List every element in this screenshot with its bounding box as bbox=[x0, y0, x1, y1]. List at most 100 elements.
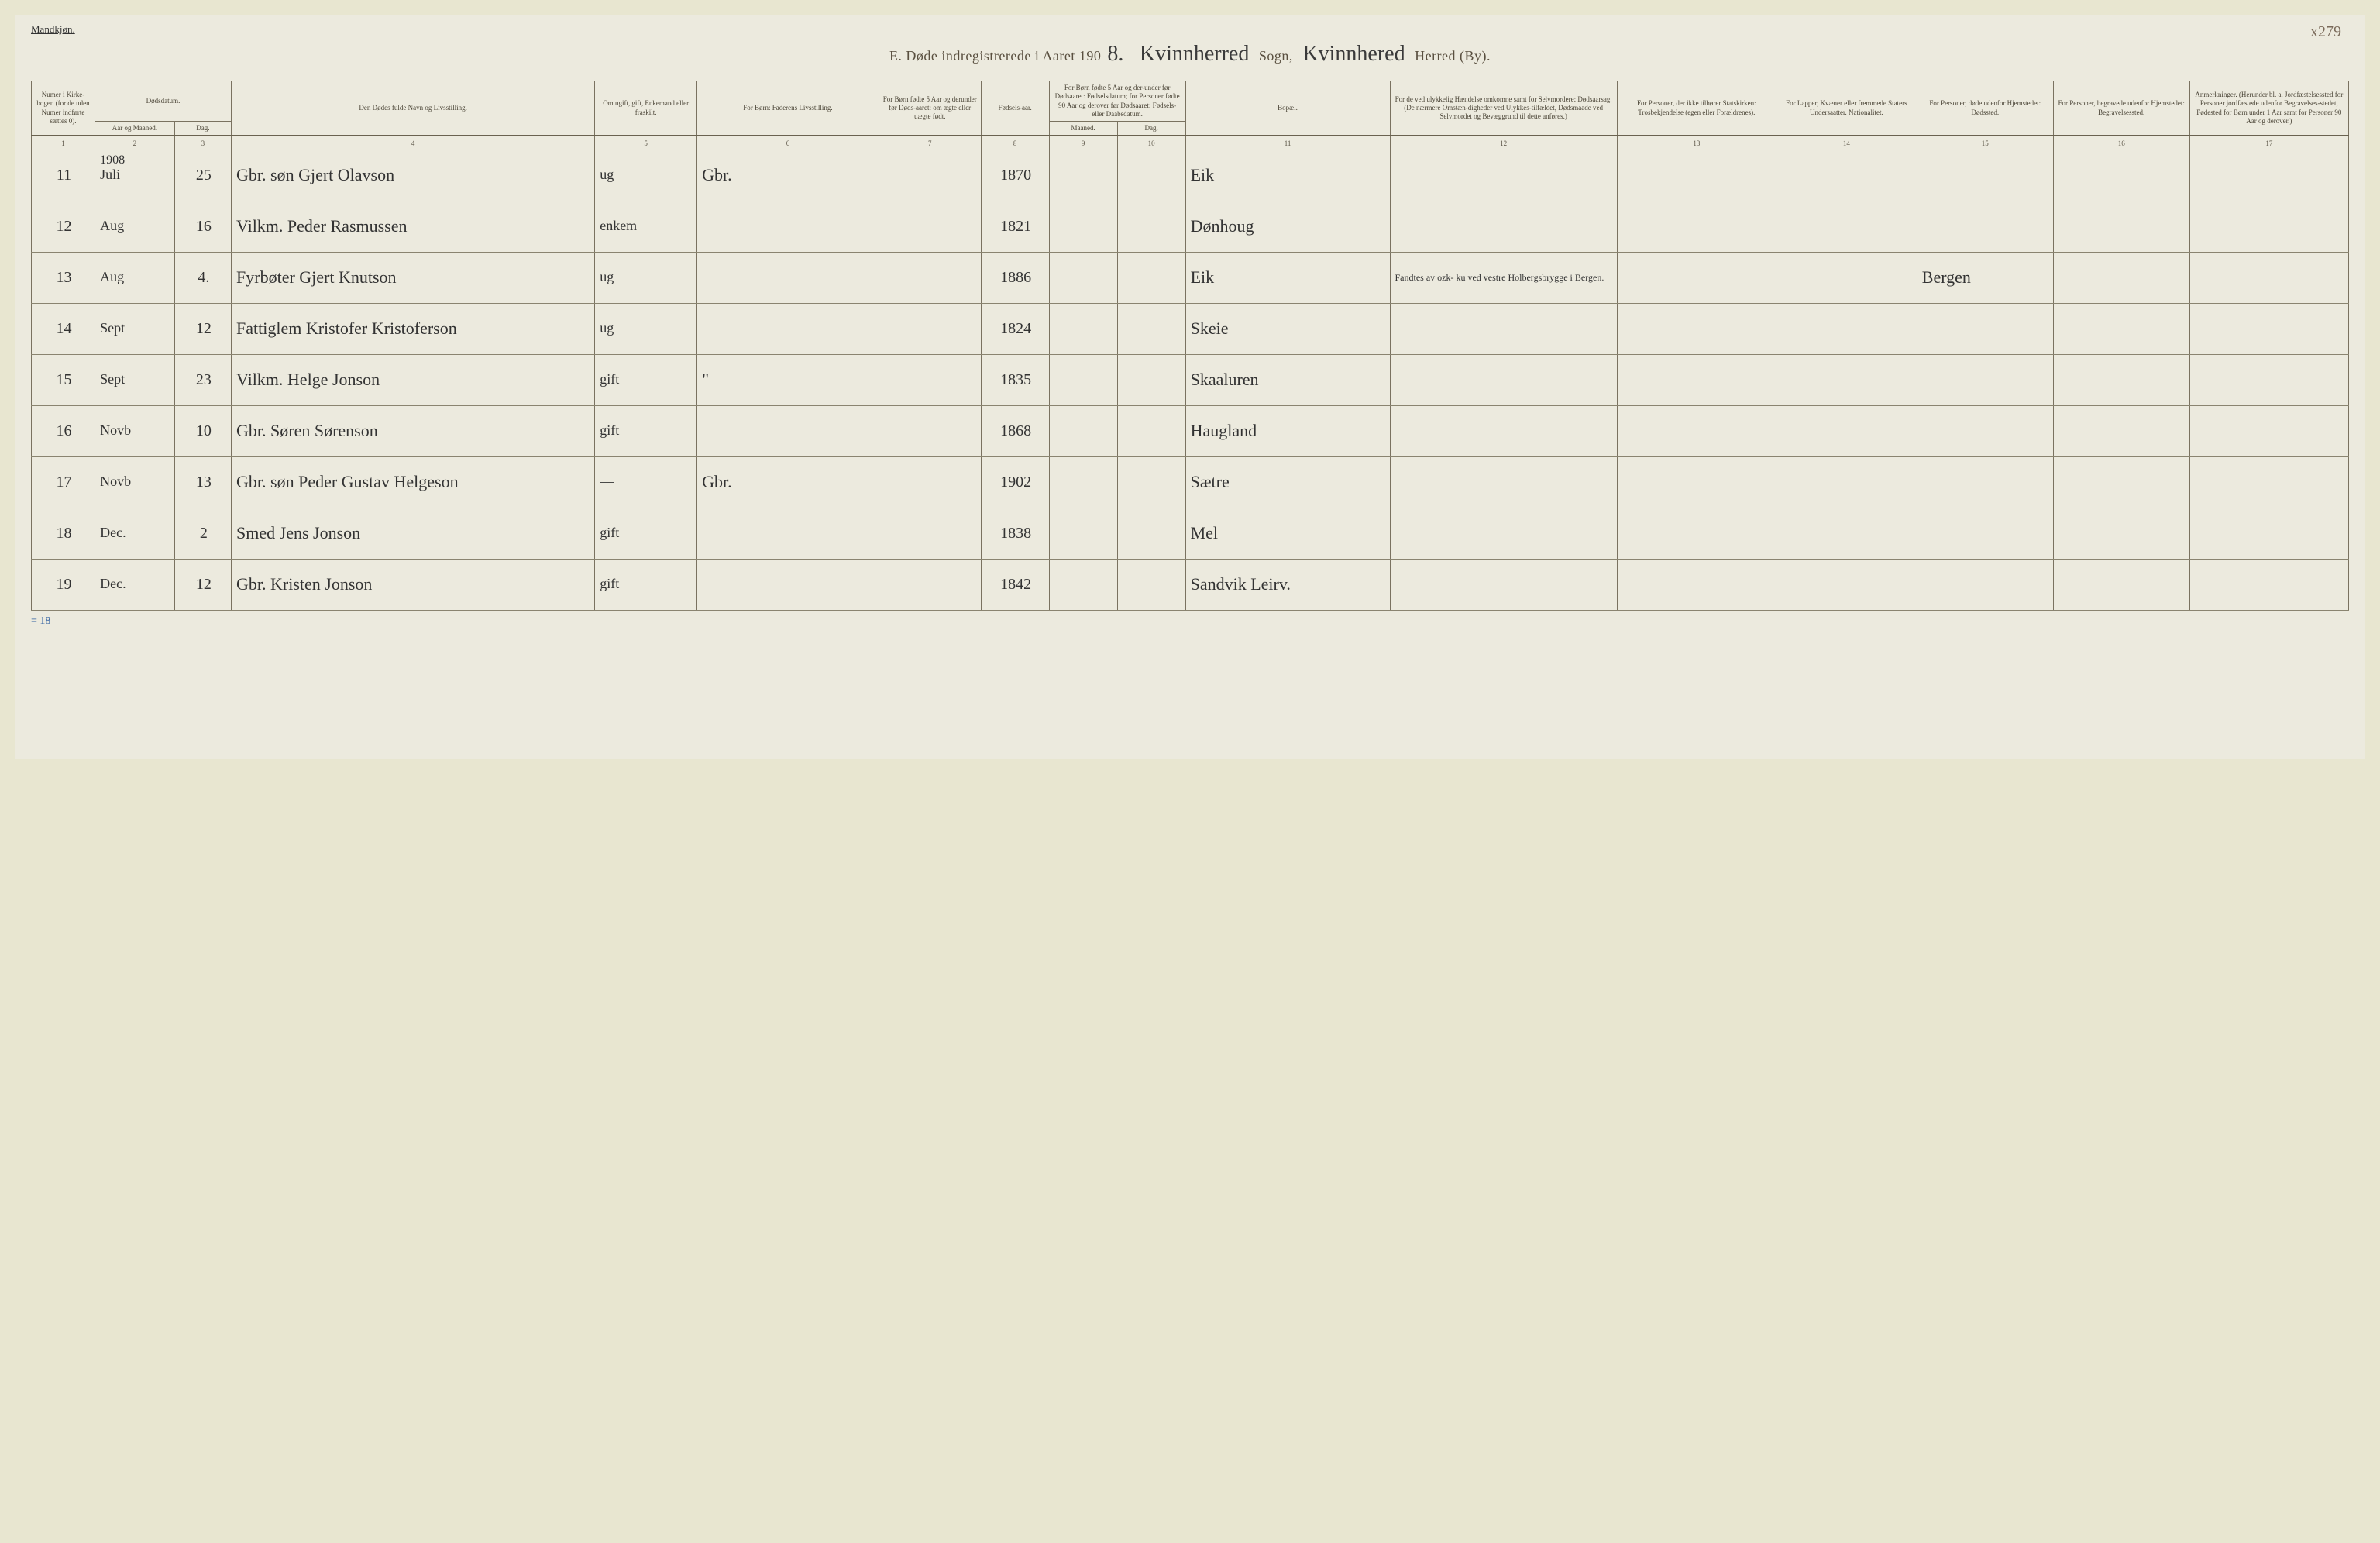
cause-note bbox=[1390, 456, 1617, 508]
death-place: Bergen bbox=[1917, 252, 2053, 303]
nationality bbox=[1776, 252, 1917, 303]
birth-day bbox=[1117, 150, 1185, 201]
father-occupation bbox=[697, 201, 879, 252]
legitimacy bbox=[879, 150, 981, 201]
birth-day bbox=[1117, 456, 1185, 508]
nationality bbox=[1776, 456, 1917, 508]
ledger-table: Numer i Kirke-bogen (for de uden Numer i… bbox=[31, 81, 2349, 611]
death-day: 12 bbox=[174, 559, 231, 610]
burial-place bbox=[2053, 303, 2189, 354]
deceased-name: Gbr. Kristen Jonson bbox=[232, 559, 595, 610]
row-number: 14 bbox=[32, 303, 95, 354]
burial-place bbox=[2053, 405, 2189, 456]
confession bbox=[1617, 354, 1776, 405]
father-occupation bbox=[697, 405, 879, 456]
legitimacy bbox=[879, 508, 981, 559]
cause-note bbox=[1390, 405, 1617, 456]
cause-note bbox=[1390, 354, 1617, 405]
residence: Sætre bbox=[1185, 456, 1390, 508]
marital-status: — bbox=[595, 456, 697, 508]
ledger-page: Mandkjøn. x279 E. Døde indregistrerede i… bbox=[15, 15, 2365, 759]
father-occupation: Gbr. bbox=[697, 150, 879, 201]
confession bbox=[1617, 456, 1776, 508]
death-day: 12 bbox=[174, 303, 231, 354]
death-day: 13 bbox=[174, 456, 231, 508]
deceased-name: Gbr. søn Gjert Olavson bbox=[232, 150, 595, 201]
colnum: 10 bbox=[1117, 136, 1185, 150]
residence: Sandvik Leirv. bbox=[1185, 559, 1390, 610]
remarks bbox=[2189, 303, 2348, 354]
confession bbox=[1617, 508, 1776, 559]
col-1-header: Numer i Kirke-bogen (for de uden Numer i… bbox=[32, 81, 95, 136]
marital-status: gift bbox=[595, 559, 697, 610]
top-gender-label: Mandkjøn. bbox=[31, 23, 2349, 36]
death-place bbox=[1917, 508, 2053, 559]
colnum: 5 bbox=[595, 136, 697, 150]
death-day: 23 bbox=[174, 354, 231, 405]
confession bbox=[1617, 303, 1776, 354]
colnum: 8 bbox=[981, 136, 1049, 150]
nationality bbox=[1776, 303, 1917, 354]
residence: Eik bbox=[1185, 150, 1390, 201]
death-month: Dec. bbox=[95, 508, 175, 559]
marital-status: gift bbox=[595, 354, 697, 405]
death-month: Aug bbox=[95, 252, 175, 303]
col-2-sub: Aar og Maaned. bbox=[95, 122, 175, 136]
data-body: 111908Juli25Gbr. søn Gjert OlavsonugGbr.… bbox=[32, 150, 2349, 610]
nationality bbox=[1776, 559, 1917, 610]
burial-place bbox=[2053, 508, 2189, 559]
header-year-suffix: 8. bbox=[1101, 42, 1130, 66]
header-sogn-script: Kvinnherred bbox=[1133, 42, 1256, 66]
col-2-3-header: Dødsdatum. bbox=[95, 81, 232, 122]
row-number: 13 bbox=[32, 252, 95, 303]
table-row: 111908Juli25Gbr. søn Gjert OlavsonugGbr.… bbox=[32, 150, 2349, 201]
birth-day bbox=[1117, 201, 1185, 252]
birth-month bbox=[1049, 201, 1117, 252]
birth-month bbox=[1049, 456, 1117, 508]
death-day: 16 bbox=[174, 201, 231, 252]
confession bbox=[1617, 559, 1776, 610]
nationality bbox=[1776, 405, 1917, 456]
remarks bbox=[2189, 508, 2348, 559]
col-7-header: For Børn fødte 5 Aar og derunder før Død… bbox=[879, 81, 981, 136]
death-place bbox=[1917, 201, 2053, 252]
row-number: 11 bbox=[32, 150, 95, 201]
nationality bbox=[1776, 150, 1917, 201]
colnum: 1 bbox=[32, 136, 95, 150]
col-10-sub: Dag. bbox=[1117, 122, 1185, 136]
death-place bbox=[1917, 405, 2053, 456]
birth-year: 1886 bbox=[981, 252, 1049, 303]
legitimacy bbox=[879, 252, 981, 303]
row-number: 15 bbox=[32, 354, 95, 405]
nationality bbox=[1776, 354, 1917, 405]
father-occupation: Gbr. bbox=[697, 456, 879, 508]
cause-note bbox=[1390, 303, 1617, 354]
footer-count-note: = 18 bbox=[31, 615, 2349, 628]
colnum: 11 bbox=[1185, 136, 1390, 150]
father-occupation bbox=[697, 303, 879, 354]
marital-status: ug bbox=[595, 252, 697, 303]
remarks bbox=[2189, 150, 2348, 201]
remarks bbox=[2189, 456, 2348, 508]
col-14-header: For Lapper, Kvæner eller fremmede Stater… bbox=[1776, 81, 1917, 136]
death-place bbox=[1917, 456, 2053, 508]
cause-note bbox=[1390, 201, 1617, 252]
deceased-name: Smed Jens Jonson bbox=[232, 508, 595, 559]
table-row: 18Dec.2Smed Jens Jonsongift1838Mel bbox=[32, 508, 2349, 559]
confession bbox=[1617, 252, 1776, 303]
residence: Skaaluren bbox=[1185, 354, 1390, 405]
birth-month bbox=[1049, 559, 1117, 610]
death-month: Sept bbox=[95, 354, 175, 405]
death-day: 4. bbox=[174, 252, 231, 303]
legitimacy bbox=[879, 456, 981, 508]
legitimacy bbox=[879, 303, 981, 354]
burial-place bbox=[2053, 456, 2189, 508]
colnum: 6 bbox=[697, 136, 879, 150]
marital-status: gift bbox=[595, 508, 697, 559]
birth-year: 1902 bbox=[981, 456, 1049, 508]
table-header: Numer i Kirke-bogen (for de uden Numer i… bbox=[32, 81, 2349, 136]
colnum: 12 bbox=[1390, 136, 1617, 150]
burial-place bbox=[2053, 354, 2189, 405]
col-3-sub: Dag. bbox=[174, 122, 231, 136]
marital-status: ug bbox=[595, 150, 697, 201]
